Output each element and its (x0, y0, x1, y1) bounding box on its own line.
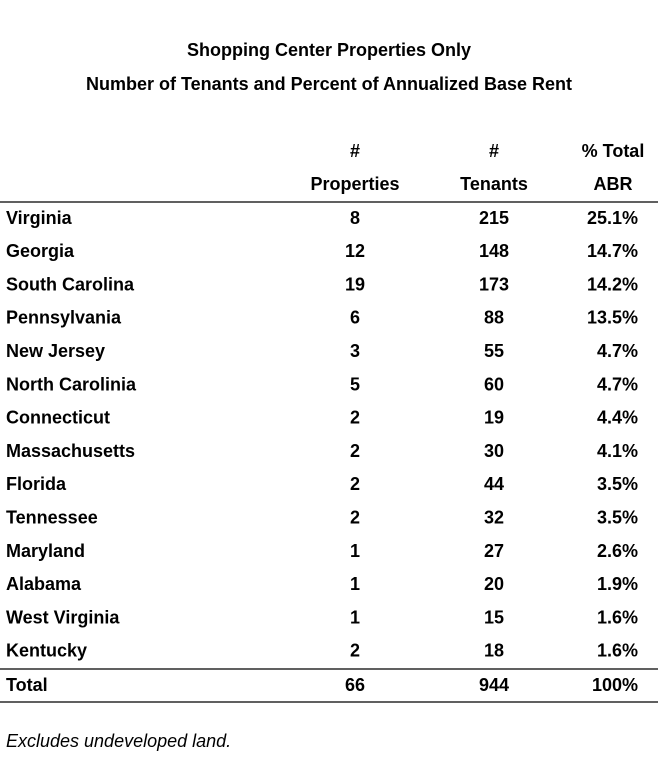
row-label: Georgia (6, 241, 75, 261)
cell: 148 (479, 241, 509, 261)
cell: 32 (484, 507, 504, 527)
cell: 1 (350, 607, 360, 627)
cell: 4.7% (597, 341, 638, 361)
row-label: Kentucky (6, 641, 87, 661)
cell: 1.6% (597, 641, 638, 661)
cell: 30 (484, 441, 504, 461)
cell: 44 (484, 474, 504, 494)
header-cell: Tenants (460, 174, 528, 194)
cell: 6 (350, 308, 360, 328)
cell: 1 (350, 541, 360, 561)
cell: 14.7% (587, 241, 638, 261)
row-label: Pennsylvania (6, 308, 122, 328)
row-label: Florida (6, 474, 67, 494)
cell: 4.7% (597, 374, 638, 394)
cell: 5 (350, 374, 360, 394)
total-cell: 944 (479, 675, 509, 695)
row-label: Tennessee (6, 507, 98, 527)
cell: 2 (350, 641, 360, 661)
cell: 2 (350, 408, 360, 428)
header-cell: # (350, 141, 360, 161)
cell: 55 (484, 341, 504, 361)
cell: 1.9% (597, 574, 638, 594)
header-cell: ABR (594, 174, 633, 194)
title: Shopping Center Properties Only (187, 40, 471, 60)
header-cell: # (489, 141, 499, 161)
row-label: Maryland (6, 541, 85, 561)
cell: 215 (479, 208, 509, 228)
row-label: New Jersey (6, 341, 105, 361)
cell: 2 (350, 441, 360, 461)
cell: 19 (345, 274, 365, 294)
cell: 27 (484, 541, 504, 561)
cell: 88 (484, 308, 504, 328)
cell: 8 (350, 208, 360, 228)
total-cell: 66 (345, 675, 365, 695)
cell: 4.4% (597, 408, 638, 428)
cell: 25.1% (587, 208, 638, 228)
cell: 18 (484, 641, 504, 661)
cell: 2.6% (597, 541, 638, 561)
row-label: Virginia (6, 208, 73, 228)
total-cell: 100% (592, 675, 638, 695)
header-cell: Properties (310, 174, 399, 194)
row-label: Connecticut (6, 408, 110, 428)
cell: 3.5% (597, 474, 638, 494)
cell: 12 (345, 241, 365, 261)
cell: 3 (350, 341, 360, 361)
cell: 13.5% (587, 308, 638, 328)
row-label: Massachusetts (6, 441, 135, 461)
footnote: Excludes undeveloped land. (6, 731, 231, 751)
cell: 19 (484, 408, 504, 428)
row-label: South Carolina (6, 274, 135, 294)
row-label: Alabama (6, 574, 82, 594)
row-label: North Carolinia (6, 374, 137, 394)
cell: 15 (484, 607, 504, 627)
cell: 2 (350, 507, 360, 527)
subtitle: Number of Tenants and Percent of Annuali… (86, 74, 572, 94)
cell: 14.2% (587, 274, 638, 294)
cell: 20 (484, 574, 504, 594)
header-cell: % Total (582, 141, 645, 161)
cell: 2 (350, 474, 360, 494)
total-label: Total (6, 675, 48, 695)
cell: 4.1% (597, 441, 638, 461)
cell: 1.6% (597, 607, 638, 627)
row-label: West Virginia (6, 607, 120, 627)
cell: 173 (479, 274, 509, 294)
cell: 3.5% (597, 507, 638, 527)
cell: 1 (350, 574, 360, 594)
cell: 60 (484, 374, 504, 394)
